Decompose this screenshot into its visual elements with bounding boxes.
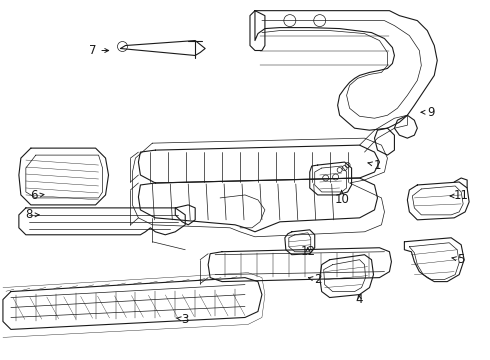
Text: 11: 11	[450, 189, 468, 202]
Text: 1: 1	[368, 158, 381, 172]
Text: 2: 2	[308, 273, 321, 286]
Text: 7: 7	[89, 44, 109, 57]
Text: 5: 5	[452, 253, 465, 266]
Text: 9: 9	[421, 106, 435, 119]
Text: 8: 8	[25, 208, 39, 221]
Text: 6: 6	[30, 189, 44, 202]
Text: 3: 3	[176, 313, 189, 326]
Text: 12: 12	[300, 245, 315, 258]
Text: 10: 10	[334, 190, 349, 206]
Text: 4: 4	[356, 293, 363, 306]
